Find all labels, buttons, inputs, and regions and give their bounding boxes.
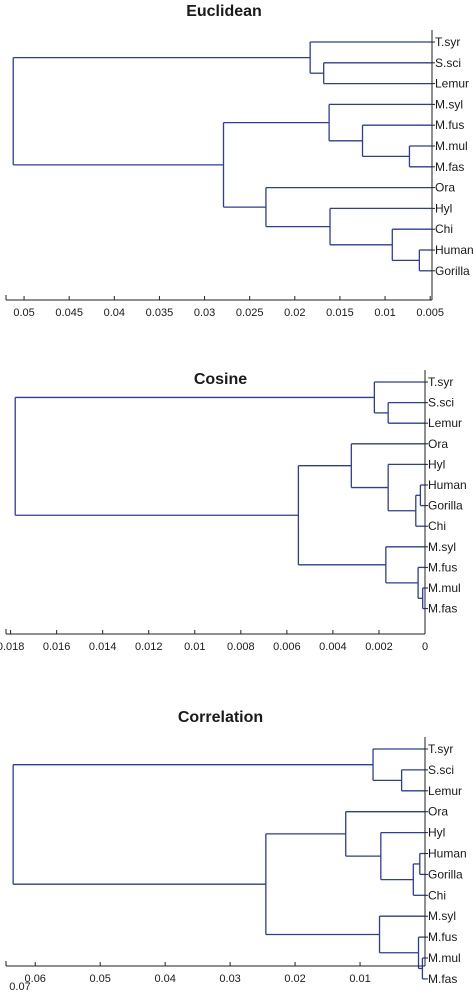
x-tick-label: 0.04 — [104, 307, 125, 319]
leaf-label: Chi — [435, 222, 453, 236]
leaf-label: Gorilla — [435, 264, 470, 278]
dendrogram-panel-correlation: Correlation T.syr S.sci Lemur Ora Hyl Human Gor… — [5, 709, 467, 993]
leaf-label: S.sci — [435, 56, 461, 70]
leaf-label: M.syl — [435, 97, 463, 111]
x-tick-label: 0.05 — [89, 973, 110, 985]
leaf-label: Chi — [428, 519, 446, 533]
leaf-label: Lemur — [428, 784, 462, 798]
x-tick-label: 0.006 — [273, 641, 301, 653]
x-tick-label: 0.06 — [25, 973, 46, 985]
x-tick-label: 0.02 — [284, 973, 305, 985]
chart-title: Euclidean — [186, 3, 262, 20]
leaf-label: Ora — [428, 805, 448, 819]
chart-title: Correlation — [178, 709, 263, 726]
leaf-label: M.syl — [428, 540, 456, 554]
leaf-label: M.mul — [435, 139, 468, 153]
x-tick-label: 0.02 — [284, 307, 305, 319]
leaf-label: Ora — [435, 181, 455, 195]
x-tick-label: 0.01 — [184, 641, 205, 653]
x-tick-label: 0.03 — [219, 973, 240, 985]
x-tick-label: 0.045 — [55, 307, 83, 319]
leaf-label: M.fus — [428, 560, 457, 574]
leaf-label: Gorilla — [428, 867, 463, 881]
x-tick-label: 0.008 — [227, 641, 255, 653]
x-tick-label: 0.025 — [236, 307, 264, 319]
leaf-label: M.fas — [428, 602, 457, 616]
chart-title: Cosine — [194, 371, 247, 388]
x-tick-label: 0.035 — [146, 307, 174, 319]
leaf-label: Gorilla — [428, 499, 463, 513]
x-tick-label: 0.012 — [135, 641, 163, 653]
dendrogram-panel-euclidean: Euclidean T.syr S.sci Lemur M.syl M.fus M.mul M… — [5, 3, 474, 319]
x-tick-label: 0.015 — [326, 307, 354, 319]
leaf-label: S.sci — [428, 396, 454, 410]
x-tick-label: 0.05 — [13, 307, 34, 319]
leaf-label: M.mul — [428, 581, 461, 595]
x-tick-label: 0.018 — [0, 641, 24, 653]
leaf-label: Hyl — [428, 826, 445, 840]
x-tick-label: 0 — [422, 641, 428, 653]
leaf-label: Hyl — [435, 201, 452, 215]
leaf-label: T.syr — [428, 375, 453, 389]
leaf-label: Ora — [428, 437, 448, 451]
leaf-label: Human — [428, 847, 467, 861]
leaf-label: Human — [428, 478, 467, 492]
x-tick-label: 0.002 — [365, 641, 393, 653]
x-tick-label: 0.07 — [9, 981, 30, 993]
x-tick-label: 0.04 — [154, 973, 175, 985]
x-tick-label: 0.01 — [374, 307, 395, 319]
leaf-label: Hyl — [428, 457, 445, 471]
leaf-label: Lemur — [428, 416, 462, 430]
leaf-label: M.mul — [428, 951, 461, 965]
leaf-label: S.sci — [428, 763, 454, 777]
x-tick-label: 0.004 — [319, 641, 347, 653]
x-tick-label: 0.014 — [89, 641, 117, 653]
leaf-label: Chi — [428, 888, 446, 902]
leaf-label: M.fus — [435, 118, 464, 132]
leaf-label: M.fas — [428, 972, 457, 986]
leaf-label: M.fas — [435, 160, 464, 174]
leaf-label: M.fus — [428, 930, 457, 944]
leaf-label: T.syr — [435, 35, 460, 49]
x-tick-label: 0.016 — [43, 641, 71, 653]
x-tick-label: 0.01 — [349, 973, 370, 985]
x-tick-label: 0.005 — [416, 307, 444, 319]
leaf-label: T.syr — [428, 742, 453, 756]
dendrogram-panel-cosine: Cosine T.syr S.sci Lemur Ora Hyl Human Gorilla C… — [0, 370, 467, 653]
leaf-label: M.syl — [428, 909, 456, 923]
leaf-label: Lemur — [435, 77, 469, 91]
x-tick-label: 0.03 — [194, 307, 215, 319]
leaf-label: Human — [435, 243, 474, 257]
